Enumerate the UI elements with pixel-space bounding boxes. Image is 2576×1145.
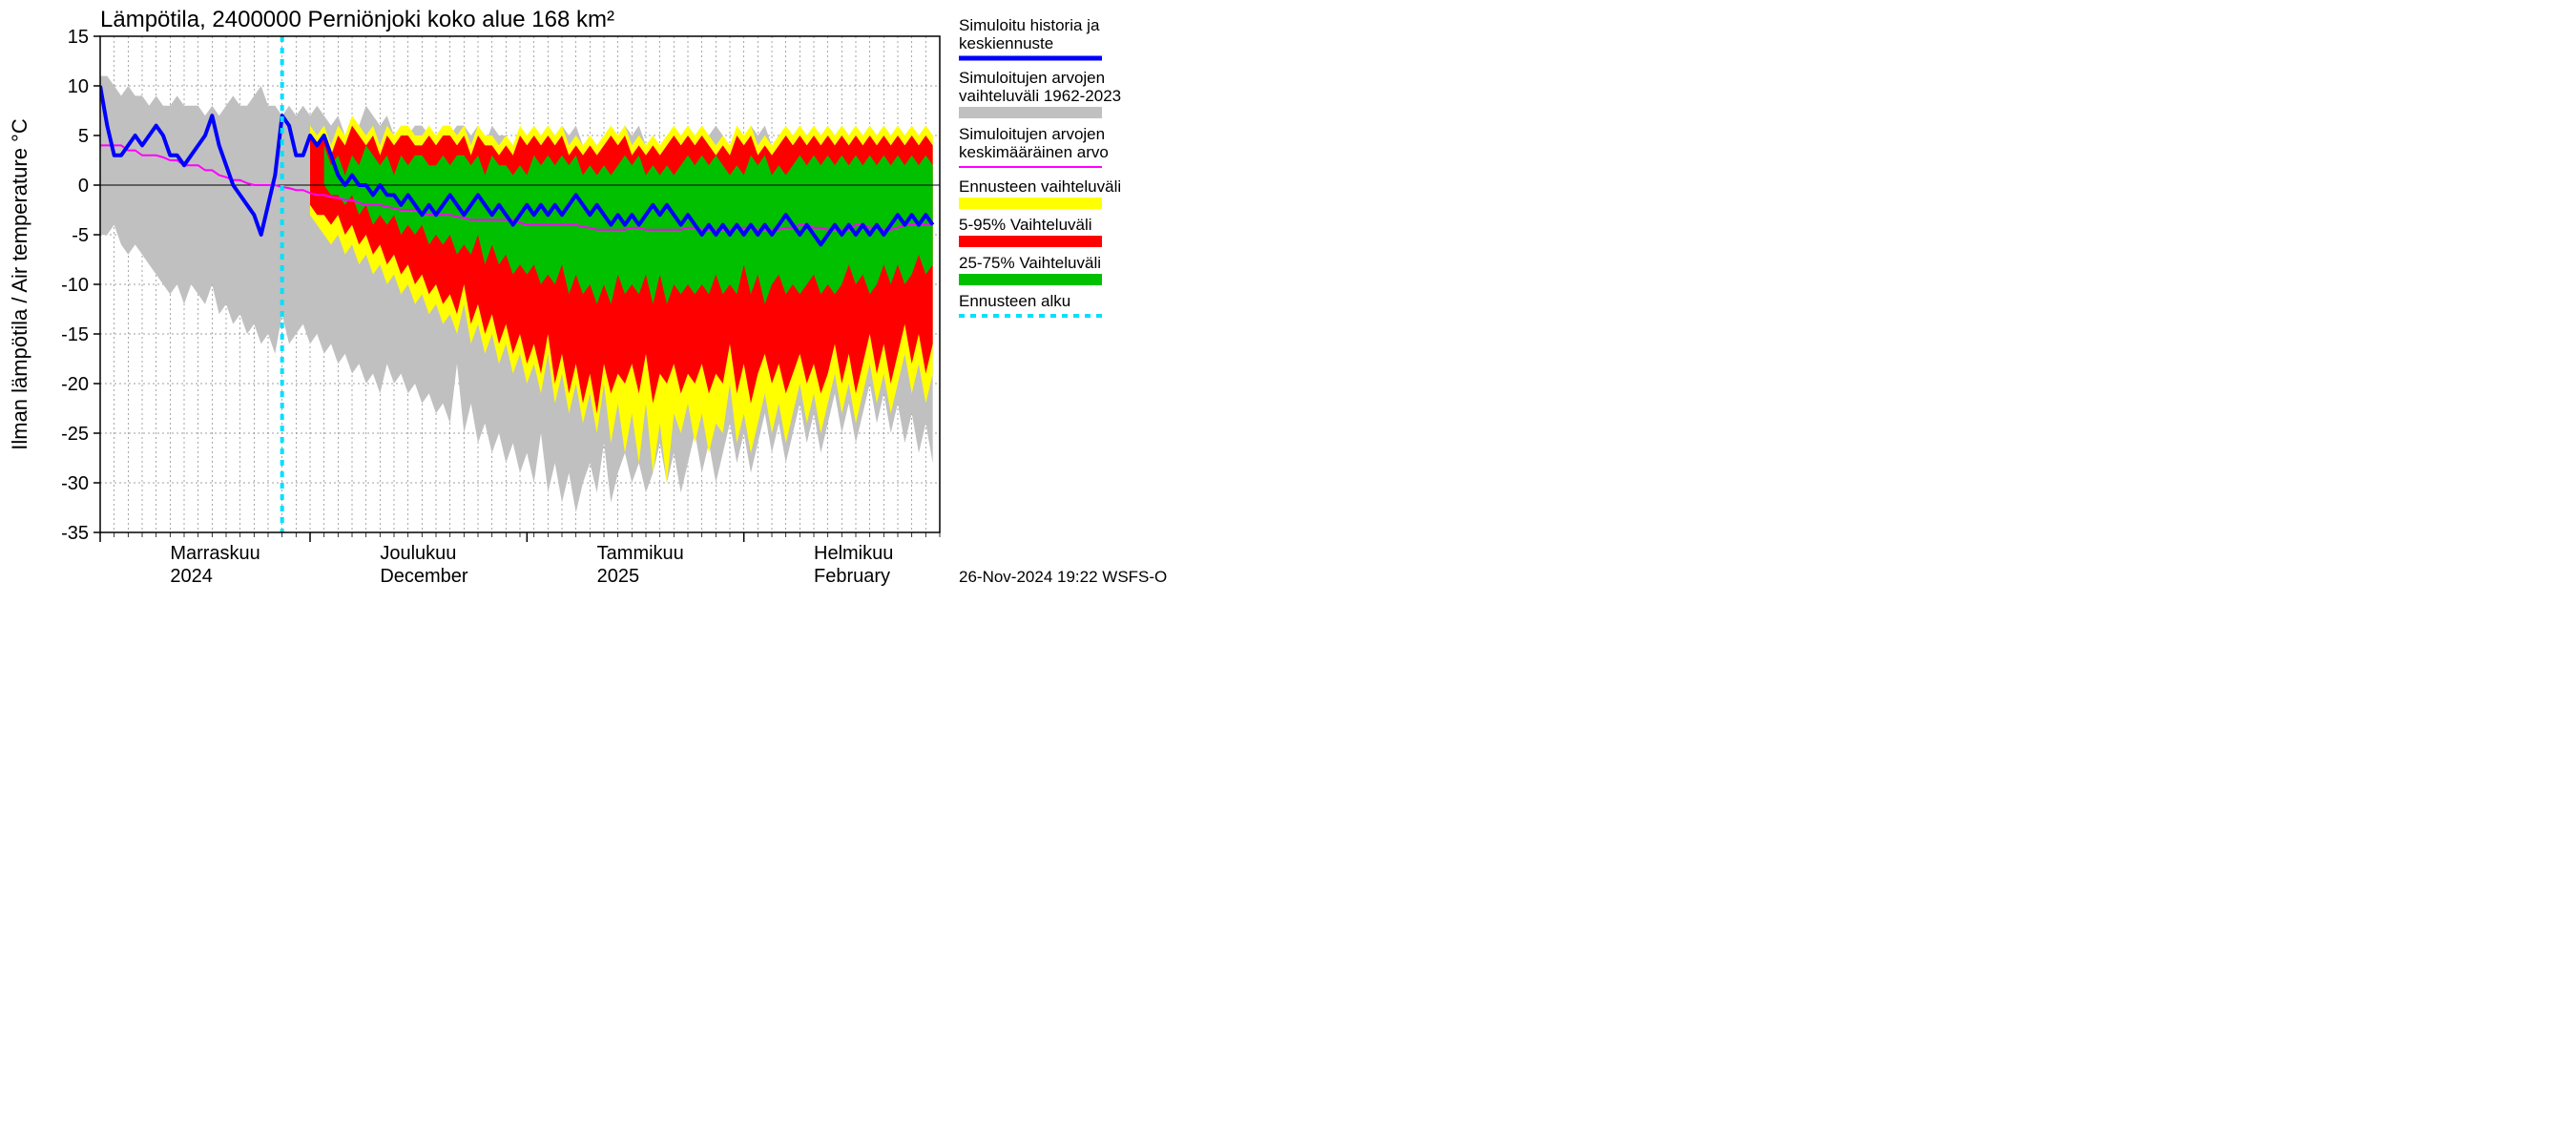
chart-svg: -35 -30 -25 -20 -15 -10 -5 0 5 10 15 Marraskuu2024 J… [0,0,1431,636]
x-month-sublabel: 2024 [170,566,213,587]
y-tick-label: -25 [61,424,89,445]
x-month-sublabel: 2025 [597,566,640,587]
y-tick-label: -15 [61,324,89,345]
y-tick-label: -30 [61,473,89,494]
x-month-label: Tammikuu [597,543,684,564]
y-tick-label: -20 [61,374,89,395]
legend-swatch [959,198,1102,209]
legend-label: 5-95% Vaihteluväli [959,216,1092,234]
legend-label: Simuloitujen arvojen [959,125,1105,143]
y-tick-label: 0 [78,176,89,197]
legend-label: 25-75% Vaihteluväli [959,254,1101,272]
x-month-label: Joulukuu [380,543,456,564]
legend-swatch [959,236,1102,247]
y-tick-label: -35 [61,523,89,544]
legend-label: Ennusteen alku [959,292,1070,310]
y-tick-label: -5 [72,225,89,246]
legend-swatch [959,107,1102,118]
footer-timestamp: 26-Nov-2024 19:22 WSFS-O [959,568,1167,586]
chart-title: Lämpötila, 2400000 Perniönjoki koko alue… [100,7,614,32]
y-axis-label: Ilman lämpötila / Air temperature °C [8,118,31,450]
y-tick-label: -10 [61,275,89,296]
legend-label: keskiennuste [959,34,1053,52]
legend-label: Simuloitu historia ja [959,16,1100,34]
x-month-sublabel: February [814,566,890,587]
temperature-forecast-chart: -35 -30 -25 -20 -15 -10 -5 0 5 10 15 Marraskuu2024 J… [0,0,1431,636]
x-month-sublabel: December [380,566,468,587]
y-tick-label: 10 [68,76,89,97]
x-month-label: Helmikuu [814,543,893,564]
legend-swatch [959,274,1102,285]
legend-label: Ennusteen vaihteluväli [959,177,1121,196]
legend-label: vaihteluväli 1962-2023 [959,87,1121,105]
legend-label: keskimääräinen arvo [959,143,1109,161]
y-tick-label: 15 [68,27,89,48]
y-tick-label: 5 [78,126,89,147]
legend-label: Simuloitujen arvojen [959,69,1105,87]
x-month-label: Marraskuu [170,543,260,564]
